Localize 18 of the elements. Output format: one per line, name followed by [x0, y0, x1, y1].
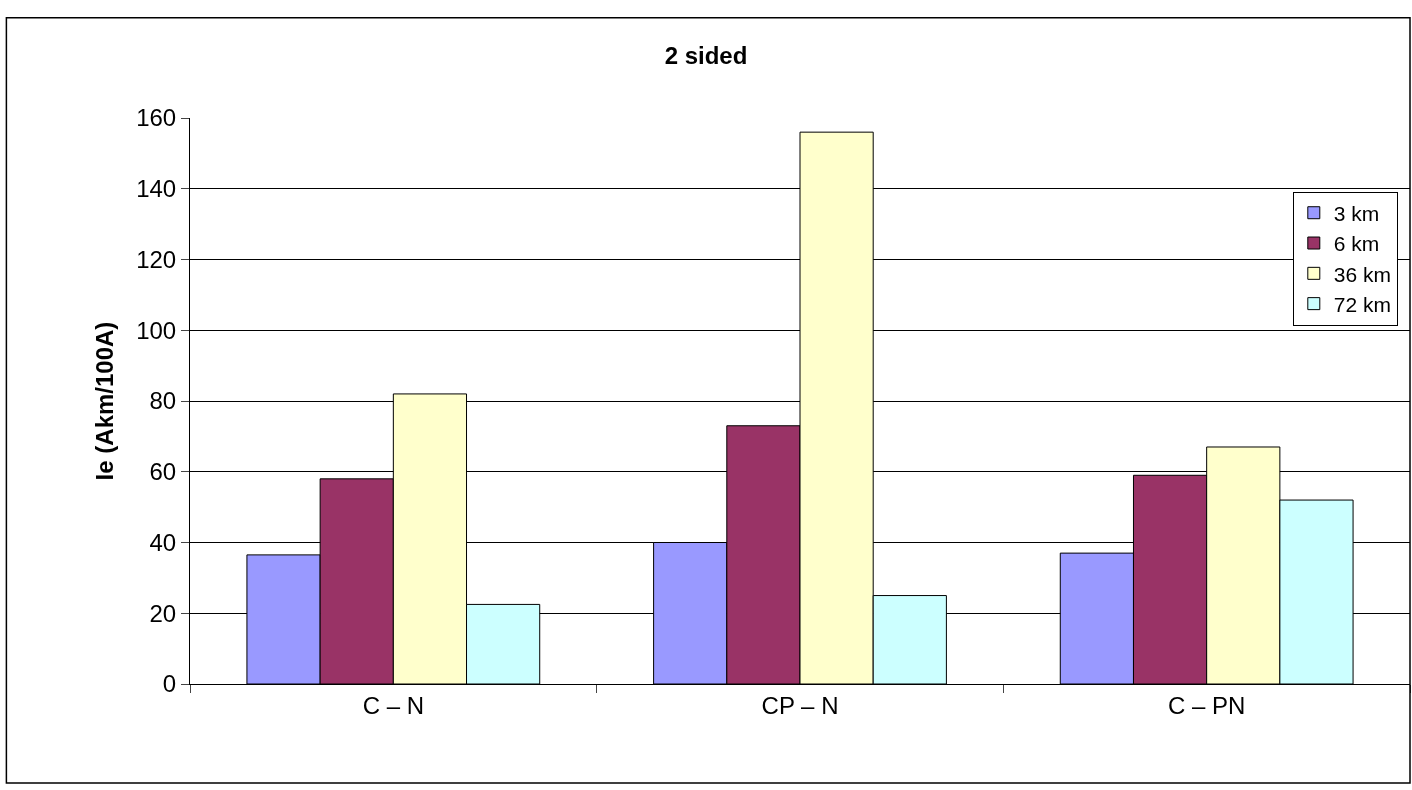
y-tick-label: 120 [136, 245, 177, 273]
y-tick-label: 20 [149, 599, 177, 627]
legend-label: 36 km [1333, 262, 1391, 286]
y-tick-label: 100 [136, 316, 177, 344]
x-tick-label: CP – N [761, 691, 839, 719]
y-tick-label: 160 [136, 104, 177, 132]
y-tick-label: 80 [149, 387, 177, 415]
x-tick-label: C – PN [1167, 691, 1246, 719]
legend-label: 72 km [1333, 292, 1391, 316]
legend-label: 3 km [1333, 201, 1380, 225]
y-tick-label: 140 [136, 175, 177, 203]
y-tick-label: 60 [149, 458, 177, 486]
y-tick-label: 40 [149, 528, 177, 556]
legend-label: 6 km [1333, 232, 1380, 256]
y-tick-label: 0 [162, 670, 177, 698]
chart-title: 2 sided [664, 42, 748, 70]
y-axis-title: Ie (Akm/100A) [91, 321, 119, 481]
x-tick-label: C – N [362, 691, 425, 719]
